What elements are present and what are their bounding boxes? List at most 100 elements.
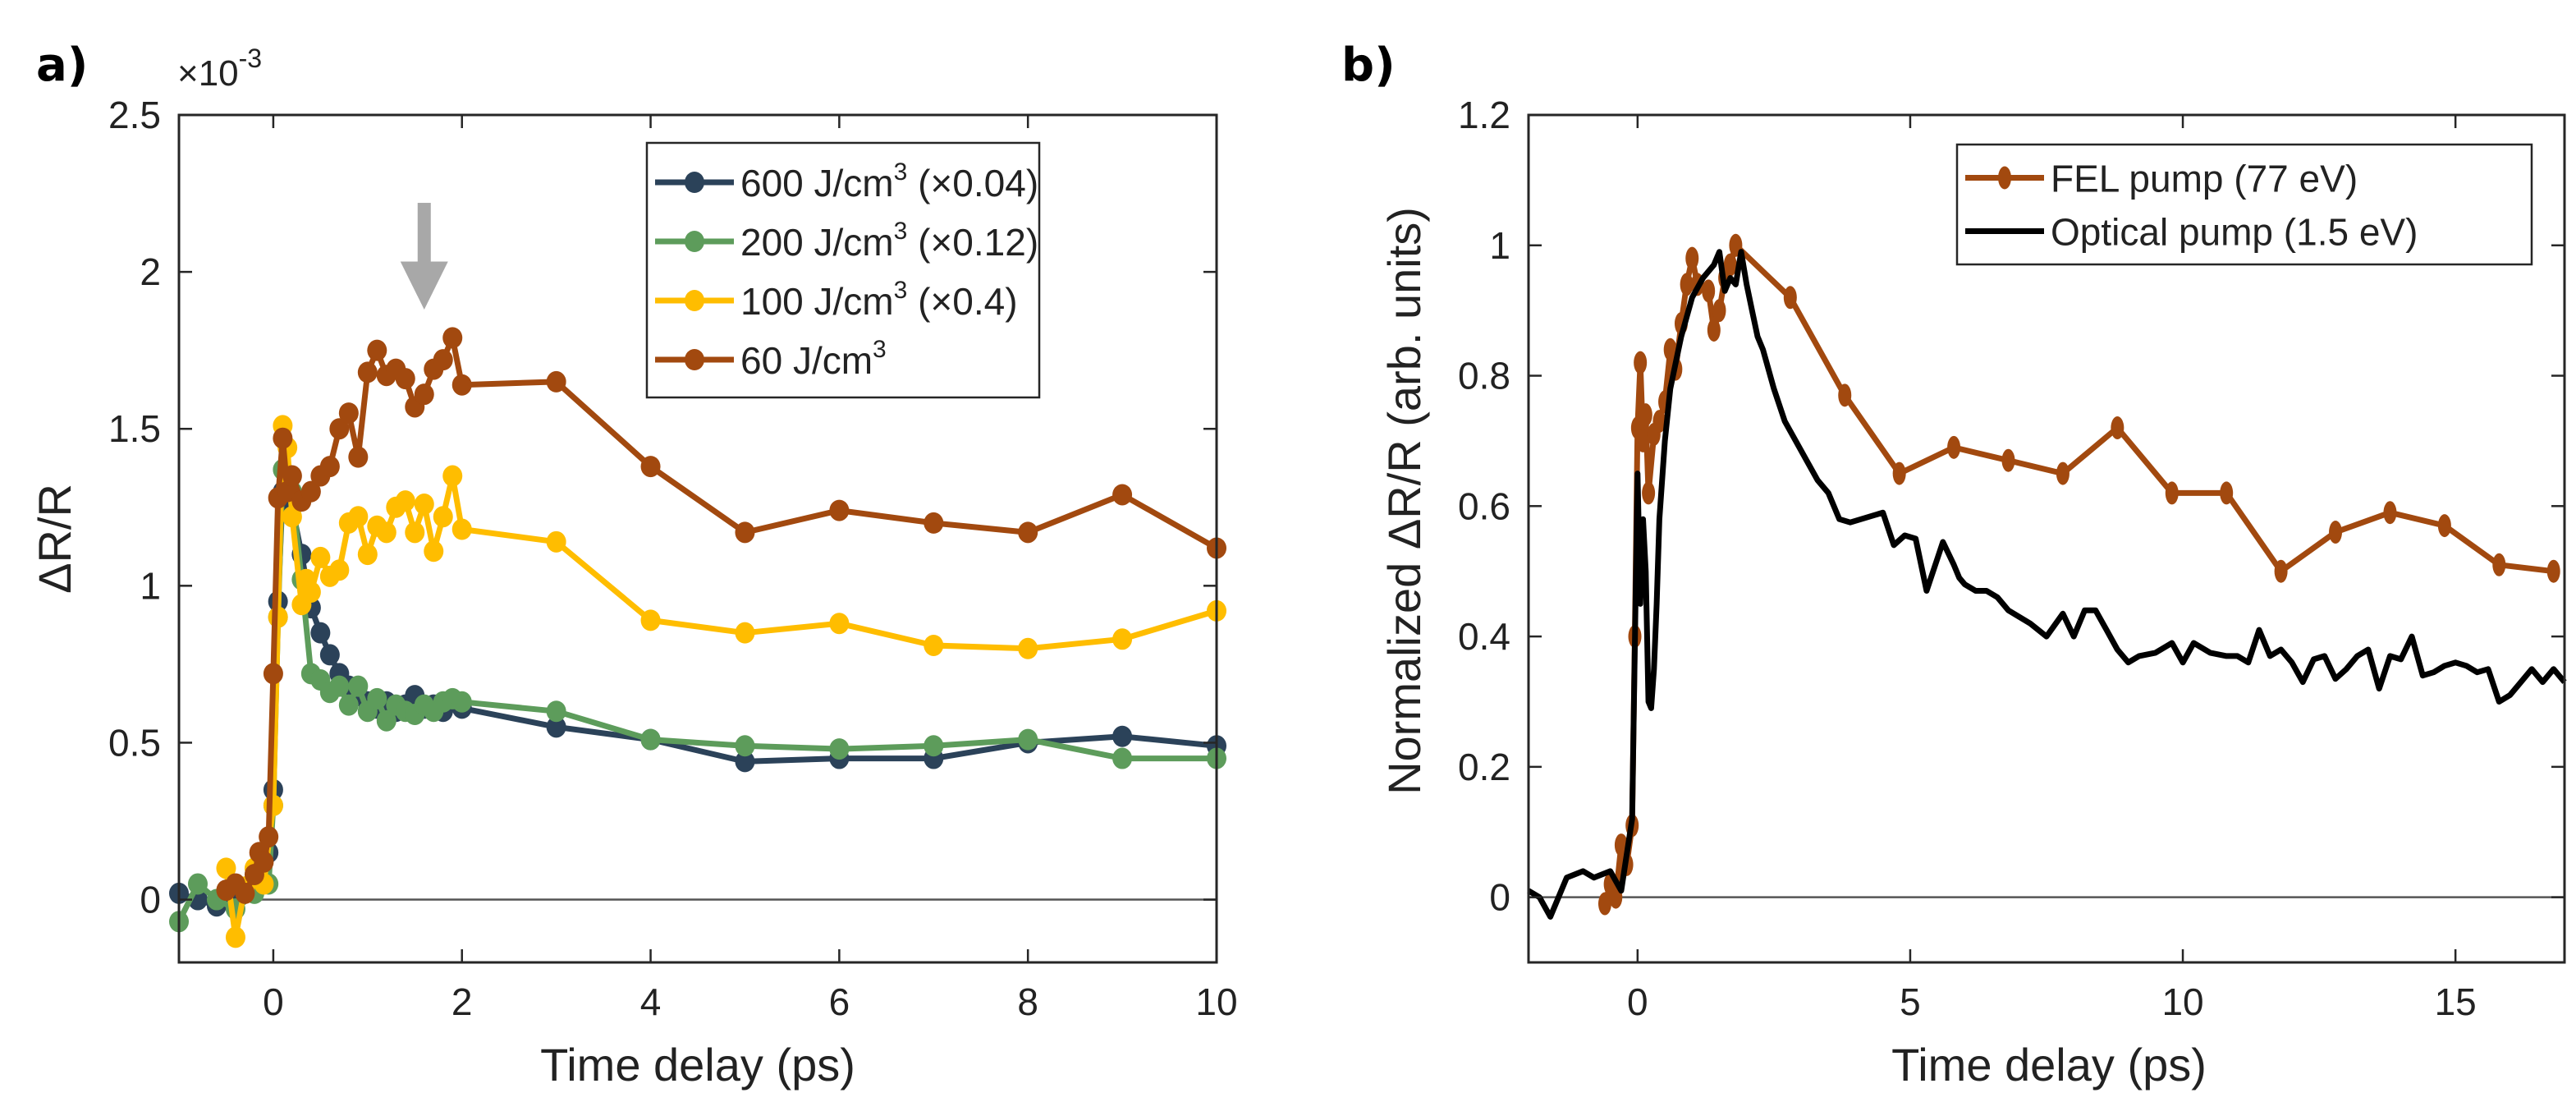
a-data-point bbox=[348, 675, 369, 697]
b-x-tick-label: 5 bbox=[1900, 980, 1921, 1023]
a-y-tick-label: 2 bbox=[140, 250, 161, 293]
a-y-tick-label: 1.5 bbox=[108, 407, 161, 450]
b-x-tick-label: 10 bbox=[2161, 980, 2203, 1023]
b-data-point bbox=[1947, 435, 1961, 459]
b-axes-box bbox=[1527, 113, 2566, 964]
a-data-point bbox=[263, 663, 283, 685]
a-data-point bbox=[735, 521, 755, 544]
b-x-tick-label: 15 bbox=[2435, 980, 2477, 1023]
a-data-point bbox=[300, 581, 321, 603]
legend-swatch-marker bbox=[685, 349, 704, 370]
a-data-point bbox=[338, 402, 359, 425]
plot-a: 0 2 4 6 8 10 0 0.5 1 1.5 2 2.5 600 J/cm3 (×0.04) 200 … bbox=[108, 94, 1238, 1023]
plot-b: 0 5 10 15 0 0.2 0.4 0.6 0.8 1 1.2 FEL pump (77 eV) O… bbox=[1458, 94, 2567, 1023]
a-data-point bbox=[319, 456, 340, 478]
a-data-point bbox=[829, 613, 850, 635]
a-legend-item: 60 J/cm3 bbox=[655, 336, 887, 382]
legend-swatch-marker bbox=[1998, 166, 2011, 190]
a-x-tick-label: 8 bbox=[1017, 980, 1038, 1023]
a-data-point bbox=[395, 368, 415, 390]
b-series-1 bbox=[1527, 249, 2567, 920]
a-data-point bbox=[319, 644, 340, 666]
a-data-point bbox=[310, 622, 331, 644]
y-axis-label-b: Normalized ΔR/R (arb. units) bbox=[1378, 207, 1430, 795]
a-data-point bbox=[329, 418, 350, 440]
y-axis-label-a: ΔR/R bbox=[29, 484, 80, 594]
a-data-point bbox=[433, 506, 453, 528]
arrow-shaft bbox=[417, 203, 431, 262]
b-x-tick-label: 0 bbox=[1627, 980, 1648, 1023]
b-data-point bbox=[1652, 410, 1666, 434]
legend-label: 600 J/cm3 (×0.04) bbox=[740, 158, 1038, 204]
legend-label: Optical pump (1.5 eV) bbox=[2051, 211, 2418, 254]
b-data-point bbox=[1636, 429, 1650, 452]
a-series-line bbox=[224, 334, 1218, 897]
a-y-tick-label: 0.5 bbox=[108, 721, 161, 764]
a-data-point bbox=[735, 735, 755, 757]
b-data-point bbox=[2274, 559, 2288, 583]
a-data-point bbox=[254, 851, 274, 873]
b-data-point bbox=[1642, 481, 1656, 505]
a-x-tick-label: 10 bbox=[1195, 980, 1237, 1023]
a-data-point bbox=[263, 794, 283, 816]
a-y-tick-label: 2.5 bbox=[108, 94, 161, 136]
a-y-tick-label: 1 bbox=[140, 564, 161, 607]
a-data-point bbox=[735, 622, 755, 644]
legend-swatch-marker bbox=[685, 231, 704, 252]
b-data-point bbox=[2383, 501, 2397, 525]
a-data-point bbox=[546, 700, 566, 723]
a-data-point bbox=[1112, 747, 1133, 769]
legend-swatch-marker bbox=[685, 290, 704, 311]
b-y-tick-label: 0.8 bbox=[1458, 355, 1510, 397]
x-axis-label-b: Time delay (ps) bbox=[1891, 1039, 2207, 1091]
b-data-point bbox=[1712, 299, 1726, 323]
a-data-point bbox=[640, 456, 661, 478]
a-data-point bbox=[329, 675, 350, 697]
a-data-point bbox=[414, 383, 434, 406]
a-data-point bbox=[829, 499, 850, 521]
legend-swatch-marker bbox=[685, 172, 704, 193]
a-data-point bbox=[546, 716, 566, 738]
a-data-point bbox=[310, 546, 331, 568]
a-data-point bbox=[268, 606, 288, 628]
b-data-point bbox=[1838, 383, 1852, 407]
b-data-point bbox=[1663, 337, 1677, 361]
a-legend-item: 600 J/cm3 (×0.04) bbox=[655, 158, 1038, 204]
a-x-tick-label: 0 bbox=[263, 980, 284, 1023]
b-y-tick-label: 0 bbox=[1489, 876, 1510, 919]
a-data-point bbox=[433, 349, 453, 371]
a-data-point bbox=[1112, 628, 1133, 650]
a-data-point bbox=[376, 709, 396, 732]
a-data-point bbox=[442, 327, 463, 349]
a-data-point bbox=[282, 465, 302, 487]
a-series-2 bbox=[216, 415, 1226, 948]
arrow-head-icon bbox=[400, 261, 448, 310]
b-data-point bbox=[1685, 246, 1699, 270]
a-series-1 bbox=[169, 458, 1226, 933]
a-data-point bbox=[414, 493, 434, 515]
panel-a: a) ×10-3 0 2 4 6 8 10 0 0.5 1 1.5 2 2.5 600 J/cm3 (×… bbox=[29, 39, 1238, 1091]
a-data-point bbox=[259, 826, 279, 848]
a-data-point bbox=[216, 857, 236, 879]
a-legend-item: 200 J/cm3 (×0.12) bbox=[655, 218, 1038, 264]
a-data-point bbox=[376, 521, 396, 544]
a-axes-box bbox=[177, 113, 1218, 964]
panel-b-label: b) bbox=[1341, 39, 1396, 92]
b-legend-box bbox=[1955, 143, 2533, 266]
a-series-3 bbox=[216, 327, 1226, 904]
a-x-tick-label: 2 bbox=[451, 980, 473, 1023]
legend-label: 100 J/cm3 (×0.4) bbox=[740, 277, 1018, 323]
b-series-line bbox=[1602, 242, 2555, 905]
a-data-point bbox=[924, 512, 944, 534]
b-y-tick-label: 1 bbox=[1489, 224, 1510, 267]
a-data-point bbox=[829, 738, 850, 760]
b-data-point bbox=[1702, 279, 1716, 303]
b-data-point bbox=[2001, 448, 2015, 472]
a-data-point bbox=[451, 691, 472, 713]
a-data-point bbox=[1018, 728, 1038, 751]
a-data-point bbox=[273, 427, 293, 449]
a-data-point bbox=[442, 465, 463, 487]
a-series-line bbox=[223, 422, 1218, 940]
a-legend: 600 J/cm3 (×0.04) 200 J/cm3 (×0.12) 100 J/… bbox=[645, 141, 1041, 399]
